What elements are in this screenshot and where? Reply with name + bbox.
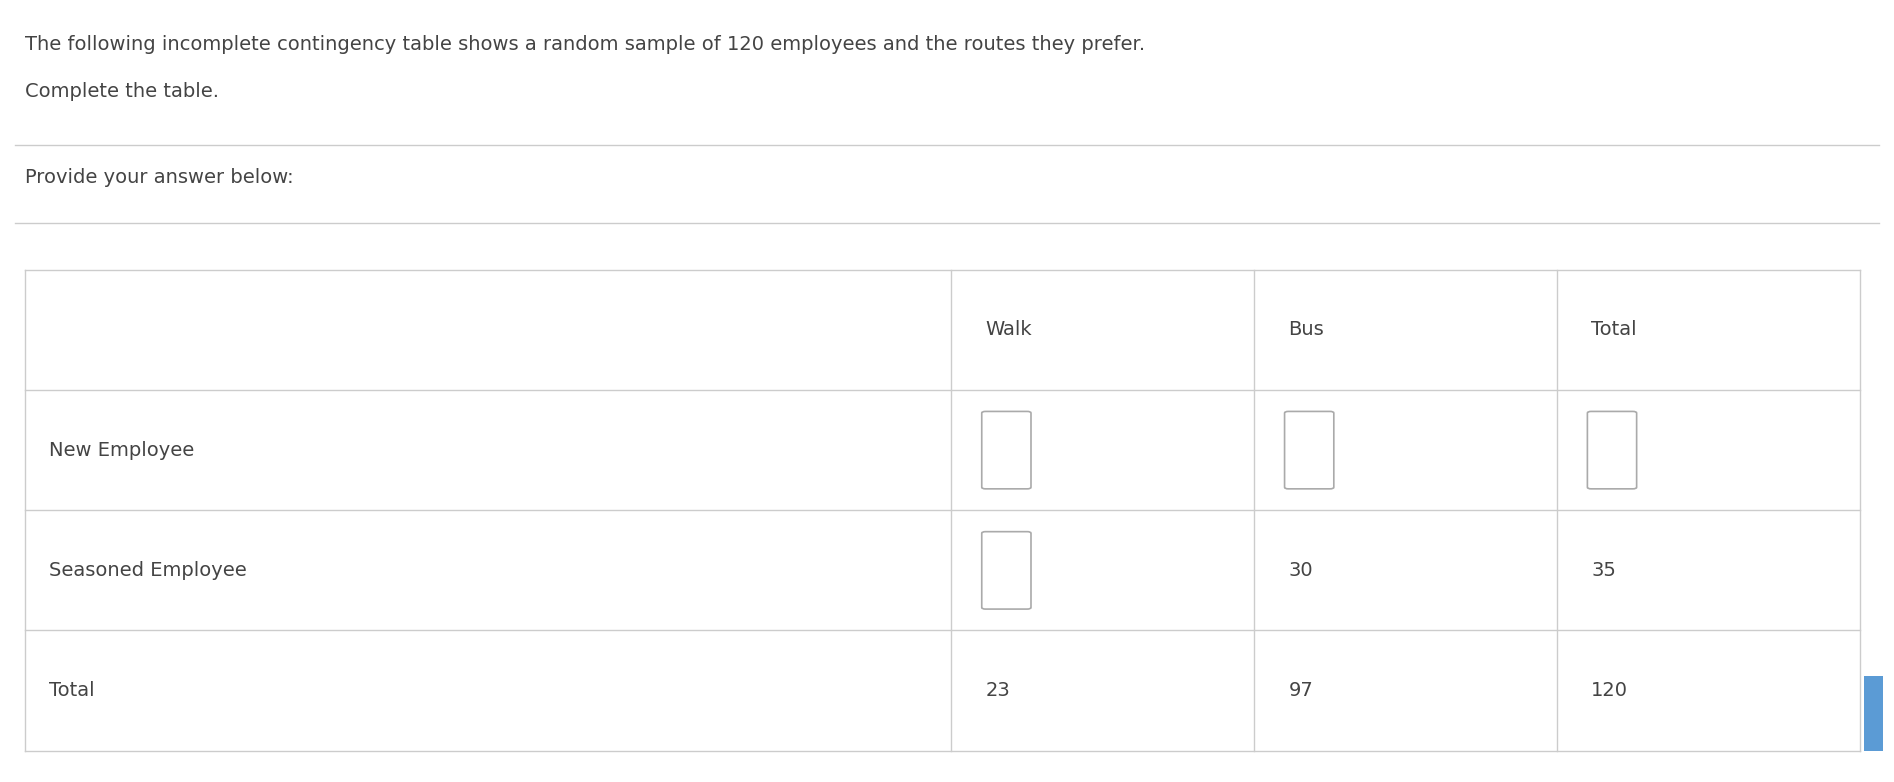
FancyBboxPatch shape — [1284, 411, 1333, 489]
FancyBboxPatch shape — [981, 532, 1030, 609]
Text: Walk: Walk — [985, 321, 1032, 339]
Text: Total: Total — [49, 681, 95, 700]
Text: 23: 23 — [985, 681, 1010, 700]
Text: 120: 120 — [1591, 681, 1629, 700]
Text: New Employee: New Employee — [49, 440, 195, 460]
Text: Complete the table.: Complete the table. — [25, 82, 218, 101]
Text: The following incomplete contingency table shows a random sample of 120 employee: The following incomplete contingency tab… — [25, 35, 1144, 54]
Text: Bus: Bus — [1288, 321, 1324, 339]
Text: 97: 97 — [1288, 681, 1313, 700]
Text: 35: 35 — [1591, 561, 1616, 580]
Text: 30: 30 — [1288, 561, 1313, 580]
FancyBboxPatch shape — [981, 411, 1030, 489]
Text: Seasoned Employee: Seasoned Employee — [49, 561, 246, 580]
Text: Total: Total — [1591, 321, 1636, 339]
FancyBboxPatch shape — [1587, 411, 1636, 489]
Text: Provide your answer below:: Provide your answer below: — [25, 168, 294, 187]
